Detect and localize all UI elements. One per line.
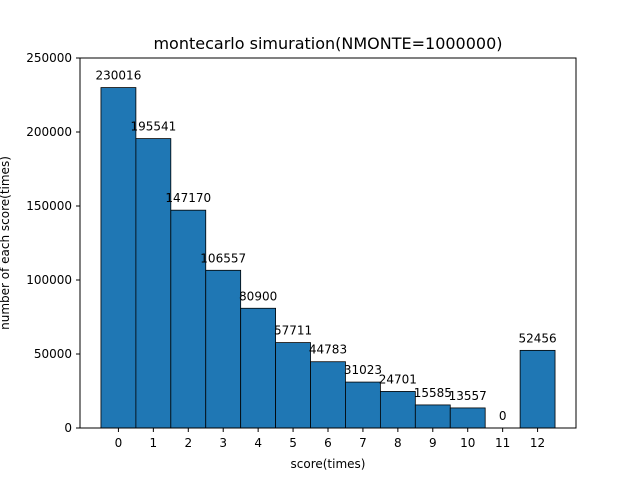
data-label-5: 57711 [274, 324, 312, 338]
bar-0 [100, 87, 137, 429]
bar-4 [240, 307, 277, 429]
data-label-3: 106557 [200, 251, 246, 265]
data-label-0: 230016 [96, 69, 142, 83]
x-tick-label-8: 8 [394, 436, 402, 450]
bar-1 [135, 138, 172, 429]
data-label-8: 24701 [379, 372, 417, 386]
y-tick-label-200000: 200000 [26, 125, 72, 139]
x-tick-label-4: 4 [254, 436, 262, 450]
data-label-4: 80900 [239, 289, 277, 303]
x-tick-label-5: 5 [289, 436, 297, 450]
data-label-10: 13557 [449, 389, 487, 403]
x-tick-label-9: 9 [429, 436, 437, 450]
x-tick-label-2: 2 [184, 436, 192, 450]
y-tick-label-100000: 100000 [26, 273, 72, 287]
x-tick-label-6: 6 [324, 436, 332, 450]
data-label-12: 52456 [518, 331, 556, 345]
bar-10 [449, 407, 486, 429]
data-label-7: 31023 [344, 363, 382, 377]
y-tick-label-50000: 50000 [34, 347, 72, 361]
bar-8 [379, 391, 416, 429]
bar-2 [170, 209, 207, 429]
data-label-9: 15585 [414, 386, 452, 400]
x-tick-label-10: 10 [460, 436, 475, 450]
data-label-2: 147170 [165, 191, 211, 205]
x-tick-label-7: 7 [359, 436, 367, 450]
data-label-6: 44783 [309, 343, 347, 357]
data-label-11: 0 [499, 409, 507, 423]
x-axis-label: score(times) [291, 457, 366, 471]
bar-7 [345, 381, 381, 429]
data-label-1: 195541 [130, 120, 176, 134]
y-axis-label: number of each score(times) [0, 156, 12, 330]
bars-group [100, 87, 556, 429]
chart-title: montecarlo simuration(NMONTE=1000000) [153, 34, 502, 53]
y-tick-label-250000: 250000 [26, 51, 72, 65]
bar-9 [414, 404, 451, 429]
bar-3 [205, 269, 242, 429]
bar-5 [275, 342, 311, 429]
x-tick-label-11: 11 [495, 436, 510, 450]
bar-12 [519, 349, 556, 429]
bar-6 [310, 361, 346, 429]
y-tick-label-0: 0 [64, 421, 72, 435]
x-tick-label-0: 0 [115, 436, 123, 450]
data-labels-group: 230016 195541 147170 106557 80900 57711 44783 3… [96, 69, 557, 423]
y-tick-label-150000: 150000 [26, 199, 72, 213]
y-axis-ticks: 0 50000 100000 150000 200000 250000 [26, 51, 80, 435]
x-axis-ticks: 0 1 2 3 4 5 6 7 8 9 10 11 12 [115, 428, 545, 450]
x-tick-label-12: 12 [530, 436, 545, 450]
x-tick-label-1: 1 [150, 436, 158, 450]
x-tick-label-3: 3 [219, 436, 227, 450]
